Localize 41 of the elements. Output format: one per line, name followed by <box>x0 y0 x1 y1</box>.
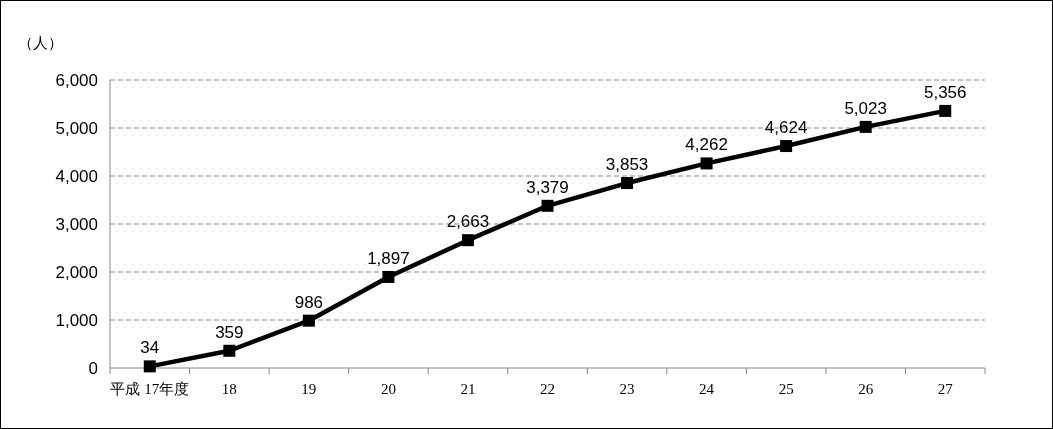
point <box>621 177 634 190</box>
data-label: 5,356 <box>923 82 967 102</box>
y-tick-label: 2,000 <box>55 263 98 282</box>
x-tick-label: 24 <box>699 381 715 397</box>
data-label: 986 <box>294 292 324 312</box>
point <box>143 360 156 373</box>
x-tick-label: 20 <box>380 381 396 397</box>
data-label: 4,262 <box>685 135 728 155</box>
y-axis-title: （人） <box>18 35 63 51</box>
point <box>302 314 315 327</box>
point <box>780 140 793 153</box>
point <box>461 234 474 247</box>
data-label: 359 <box>215 322 244 342</box>
data-label: 34 <box>140 338 160 358</box>
data-label: 2,663 <box>446 212 490 232</box>
data-label: 3,853 <box>605 155 649 175</box>
y-tick-label: 6,000 <box>55 71 98 90</box>
data-label: 4,624 <box>764 118 808 138</box>
y-tick-label: 0 <box>88 359 98 378</box>
x-tick-label: 23 <box>619 381 635 397</box>
x-tick-label: 平成 17年度 <box>110 381 190 397</box>
point <box>541 199 554 212</box>
x-tick-label: 26 <box>858 381 874 397</box>
x-tick-label: 27 <box>937 381 954 397</box>
point <box>939 104 952 117</box>
data-label: 1,897 <box>367 248 410 268</box>
x-tick-label: 18 <box>221 381 237 397</box>
point <box>859 120 872 133</box>
x-tick-label: 22 <box>540 381 555 397</box>
y-tick-label: 5,000 <box>55 119 98 138</box>
x-tick-label: 19 <box>301 381 317 397</box>
point <box>223 344 236 357</box>
y-tick-label: 4,000 <box>55 167 98 186</box>
data-label: 5,023 <box>844 98 887 118</box>
x-tick-label: 25 <box>778 381 794 397</box>
y-tick-label: 1,000 <box>55 311 98 330</box>
point <box>700 157 713 170</box>
point <box>382 270 395 283</box>
y-tick-label: 3,000 <box>55 215 98 234</box>
x-tick-label: 21 <box>460 381 476 397</box>
data-label: 3,379 <box>526 177 569 197</box>
